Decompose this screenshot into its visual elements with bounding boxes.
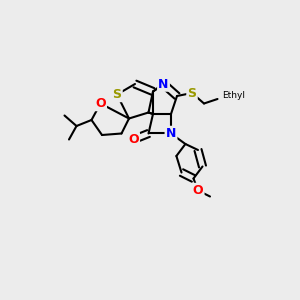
Text: S: S: [188, 86, 196, 100]
Text: S: S: [112, 88, 122, 101]
Text: N: N: [158, 77, 169, 91]
Text: N: N: [166, 127, 176, 140]
Text: O: O: [193, 184, 203, 197]
Text: O: O: [95, 97, 106, 110]
Text: O: O: [128, 133, 139, 146]
Text: Ethyl: Ethyl: [222, 92, 245, 100]
